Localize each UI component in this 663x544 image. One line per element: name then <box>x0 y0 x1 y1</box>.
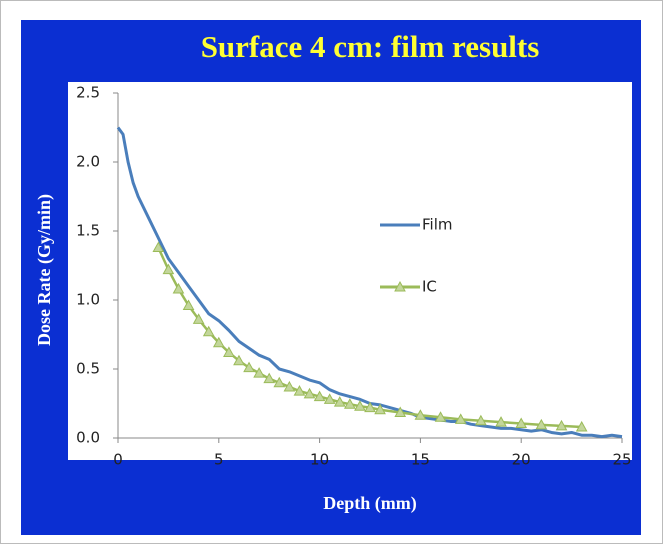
y-tick-label: 0.0 <box>76 429 100 447</box>
x-axis-label: Depth (mm) <box>323 493 416 514</box>
data-point <box>162 263 175 275</box>
data-point <box>303 387 316 399</box>
legend-label: Film <box>422 216 452 234</box>
data-point <box>263 372 276 384</box>
data-point <box>243 361 255 373</box>
y-tick-label: 1.0 <box>76 291 100 309</box>
data-point <box>475 414 487 426</box>
data-point <box>495 416 507 427</box>
legend-marker <box>394 280 406 292</box>
data-point <box>192 313 205 324</box>
plot: 0.0 0.5 1.0 1.5 2.0 2.5 0 5 10 15 20 25 Film IC <box>76 84 631 469</box>
data-point <box>323 393 336 404</box>
data-point <box>333 396 346 407</box>
x-tick-label: 20 <box>512 451 531 469</box>
data-point <box>354 400 366 411</box>
chart-title: Surface 4 cm: film results <box>201 29 540 64</box>
data-point <box>212 336 225 348</box>
data-point <box>172 282 185 294</box>
x-tick-label: 5 <box>214 451 224 469</box>
y-tick-label: 2.0 <box>76 153 100 171</box>
data-point <box>253 367 265 378</box>
data-point <box>575 420 588 432</box>
x-tick-label: 15 <box>411 451 430 469</box>
data-point <box>293 385 306 396</box>
data-point <box>202 325 215 337</box>
data-point <box>454 413 467 424</box>
data-point <box>515 417 528 429</box>
data-point <box>233 354 245 366</box>
data-point <box>555 419 568 431</box>
data-point <box>535 418 548 430</box>
x-tick-label: 25 <box>612 451 631 469</box>
data-point <box>343 398 356 409</box>
x-tick-label: 10 <box>310 451 329 469</box>
y-tick-label: 2.5 <box>76 84 100 102</box>
data-point <box>152 241 165 253</box>
data-point <box>283 380 296 392</box>
x-tick-label: 0 <box>113 451 123 469</box>
y-axis-label: Dose Rate (Gy/min) <box>34 194 55 346</box>
data-point <box>434 411 447 422</box>
data-point <box>414 409 427 420</box>
data-point <box>223 346 235 357</box>
data-point <box>374 403 386 415</box>
data-point <box>273 376 286 388</box>
data-point <box>394 406 407 417</box>
data-point <box>182 299 195 311</box>
legend-label: IC <box>422 278 437 296</box>
y-tick-label: 1.5 <box>76 222 100 240</box>
y-tick-label: 0.5 <box>76 360 100 378</box>
data-point <box>364 401 376 413</box>
data-point <box>313 390 326 402</box>
series-line <box>116 126 623 439</box>
